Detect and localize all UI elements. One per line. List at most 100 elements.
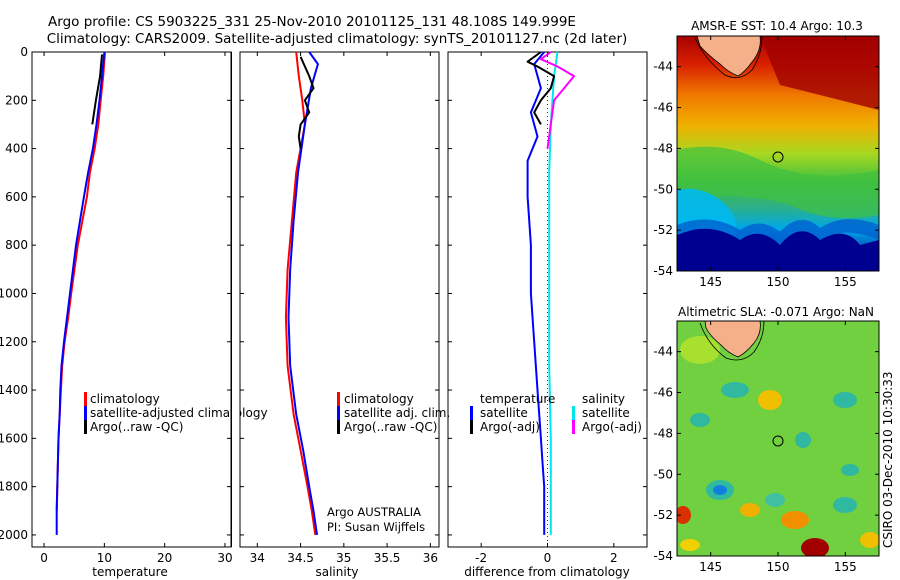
legend-swatch-satellite-adj — [337, 406, 340, 420]
map-y-tick-label: -52 — [653, 508, 673, 522]
y-tick-label: 800 — [5, 238, 28, 252]
figure-title-line2: Climatology: CARS2009. Satellite-adjuste… — [47, 31, 628, 47]
sst-warm-patch — [760, 36, 879, 110]
argo-position-marker — [772, 435, 784, 447]
legend-label-argo: Argo(..raw -QC) — [90, 420, 183, 434]
map-x-tick-label: 155 — [834, 560, 857, 574]
salinity-panel: 34 34.5 35 35.5 36 — [240, 51, 439, 565]
map-y-tick-label: -44 — [653, 60, 673, 74]
series-line-argo-raw-qc- — [91, 54, 103, 125]
map-y-tick-label: -50 — [653, 182, 673, 196]
legend-swatch-temp-satellite — [470, 406, 473, 420]
tasmania-land — [696, 36, 761, 77]
x-tick-label: 36 — [423, 551, 438, 565]
map-x-tick-label: 150 — [767, 560, 790, 574]
legend-label-argo: Argo(..raw -QC) — [344, 420, 437, 434]
series-line-climatology — [284, 51, 317, 536]
pi-annotation: PI: Susan Wijffels — [327, 520, 425, 534]
sla-map-title: Altimetric SLA: -0.071 Argo: NaN — [678, 305, 874, 319]
x-tick-label: 35 — [336, 551, 351, 565]
map-y-tick-label: -44 — [653, 345, 673, 359]
series-line-temperature-argo-adj- — [526, 51, 556, 125]
legend-swatch-climatology — [337, 392, 340, 406]
shelf-contour — [699, 321, 765, 361]
x-tick-label: 30 — [217, 551, 232, 565]
series-line-temperature-satellite — [526, 51, 546, 535]
legend-swatch-temp-argo — [470, 420, 473, 434]
sla-anomaly — [740, 503, 760, 517]
figure-title-line1: Argo profile: CS 5903225_331 25-Nov-2010… — [48, 14, 576, 30]
map-y-tick-label: -46 — [653, 101, 673, 115]
temperature-legend: climatology satellite-adjusted climatolo… — [84, 392, 268, 434]
legend-swatch-satellite-adjusted — [84, 406, 87, 420]
y-tick-label: 2000 — [0, 528, 28, 542]
salinity-xlabel: salinity — [315, 565, 358, 579]
series-line-salinity-satellite — [548, 51, 559, 535]
x-tick-label: 10 — [97, 551, 112, 565]
legend-swatch-sal-argo — [572, 420, 575, 434]
sla-anomaly — [765, 493, 785, 507]
difference-xlabel: difference from climatology — [464, 565, 630, 579]
map-y-tick-label: -48 — [653, 426, 673, 440]
legend-heading-temperature: temperature — [480, 392, 555, 406]
sst-map-ticks: 145 150 155 -44 -46 -48 -50 -52 -54 — [653, 36, 879, 289]
x-tick-label: 0 — [40, 551, 48, 565]
x-tick-label: -2 — [475, 551, 487, 565]
map-x-tick-label: 150 — [767, 275, 790, 289]
series-line-satellite-adjusted-climatology — [55, 51, 106, 535]
shelf-contour — [694, 36, 763, 78]
y-tick-label: 200 — [5, 93, 28, 107]
map-y-tick-label: -46 — [653, 386, 673, 400]
sst-map-title: AMSR-E SST: 10.4 Argo: 10.3 — [691, 19, 863, 33]
x-tick-label: 2 — [610, 551, 618, 565]
tasmania-land — [704, 321, 761, 358]
sst-cold-edge — [677, 219, 879, 245]
sst-green-band — [677, 146, 879, 219]
sla-anomaly — [713, 485, 727, 495]
sla-anomaly — [680, 336, 720, 364]
creation-stamp: CSIRO 03-Dec-2010 10:30:33 — [881, 371, 895, 548]
y-tick-label: 1600 — [0, 431, 28, 445]
x-tick-label: 35.5 — [374, 551, 401, 565]
sla-map-ticks: 145 150 155 -44 -46 -48 -50 -52 -54 — [653, 321, 879, 574]
sla-anomaly — [801, 538, 829, 556]
legend-label-temp-satellite: satellite — [480, 406, 528, 420]
sla-anomaly — [758, 390, 782, 410]
salinity-panel-frame — [239, 51, 440, 548]
legend-label-climatology: climatology — [90, 392, 160, 406]
sla-anomaly — [841, 464, 859, 476]
x-tick-label: 34.5 — [287, 551, 314, 565]
sla-anomaly — [833, 497, 857, 513]
y-tick-label: 1800 — [0, 480, 28, 494]
x-tick-label: 34 — [250, 551, 265, 565]
map-y-tick-label: -54 — [653, 264, 673, 278]
legend-swatch-argo — [84, 420, 87, 434]
legend-swatch-climatology — [84, 392, 87, 406]
sla-anomaly — [680, 539, 700, 551]
y-tick-label: 1400 — [0, 383, 28, 397]
argo-position-marker — [772, 151, 784, 163]
legend-label-sal-argo: Argo(-adj) — [582, 420, 642, 434]
difference-panel: -2 0 2 — [448, 51, 647, 565]
legend-label-satellite-adj: satellite adj. clim. — [344, 406, 450, 420]
sla-anomaly — [781, 511, 809, 529]
map-x-tick-label: 145 — [699, 275, 722, 289]
sla-map — [677, 321, 879, 556]
temperature-xlabel: temperature — [92, 565, 167, 579]
sla-anomaly — [795, 432, 811, 448]
sst-map — [677, 36, 879, 271]
sla-anomaly — [833, 392, 857, 408]
legend-label-temp-argo: Argo(-adj) — [480, 420, 540, 434]
sla-anomaly — [690, 413, 710, 427]
y-tick-label: 0 — [20, 45, 28, 59]
salinity-legend: climatology satellite adj. clim. Argo(..… — [337, 392, 450, 434]
sla-anomaly — [721, 382, 749, 398]
temperature-panel-frame — [31, 51, 232, 548]
x-tick-label: 0 — [544, 551, 552, 565]
map-y-tick-label: -50 — [653, 467, 673, 481]
x-tick-label: 20 — [157, 551, 172, 565]
y-tick-label: 1000 — [0, 286, 28, 300]
sla-anomaly — [677, 506, 691, 524]
temperature-panel: 0 10 20 30 0 200 400 600 800 1000 1200 1400 1600 1800… — [0, 45, 233, 565]
